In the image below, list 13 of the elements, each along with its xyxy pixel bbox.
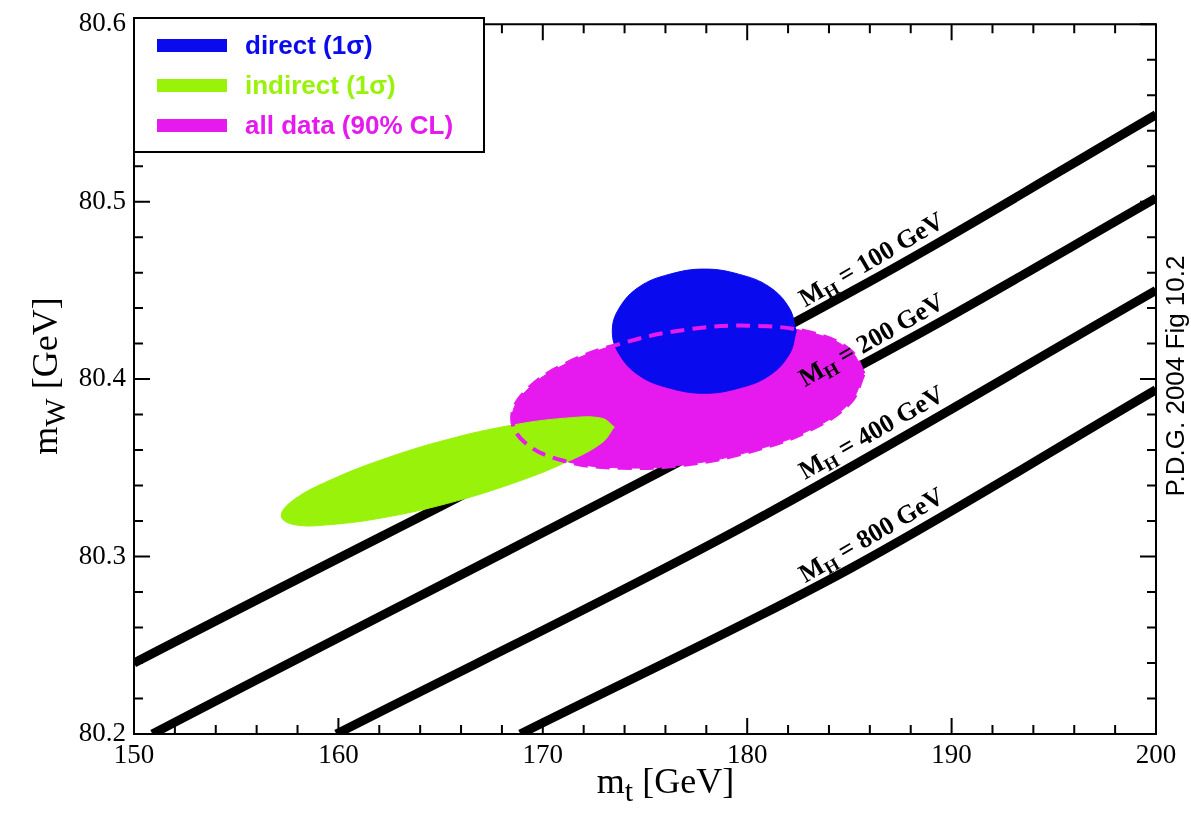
legend-label: direct (1σ) [245, 29, 373, 61]
legend-label: all data (90% CL) [245, 109, 454, 141]
text: MH = 800 GeV [793, 481, 949, 589]
y-tick-label: 80.6 [78, 7, 126, 38]
x-tick-label: 170 [522, 739, 564, 770]
x-tick-label: 200 [1135, 739, 1177, 770]
y-tick-label: 80.3 [78, 539, 126, 570]
y-tick-label: 80.4 [78, 362, 127, 393]
text: P.D.G. 2004 Fig 10.2 [1159, 255, 1191, 497]
y-tick-label: 80.5 [78, 184, 126, 215]
legend-label: indirect (1σ) [245, 69, 396, 101]
x-tick-label: 190 [931, 739, 972, 770]
x-tick-label: 160 [318, 739, 359, 770]
